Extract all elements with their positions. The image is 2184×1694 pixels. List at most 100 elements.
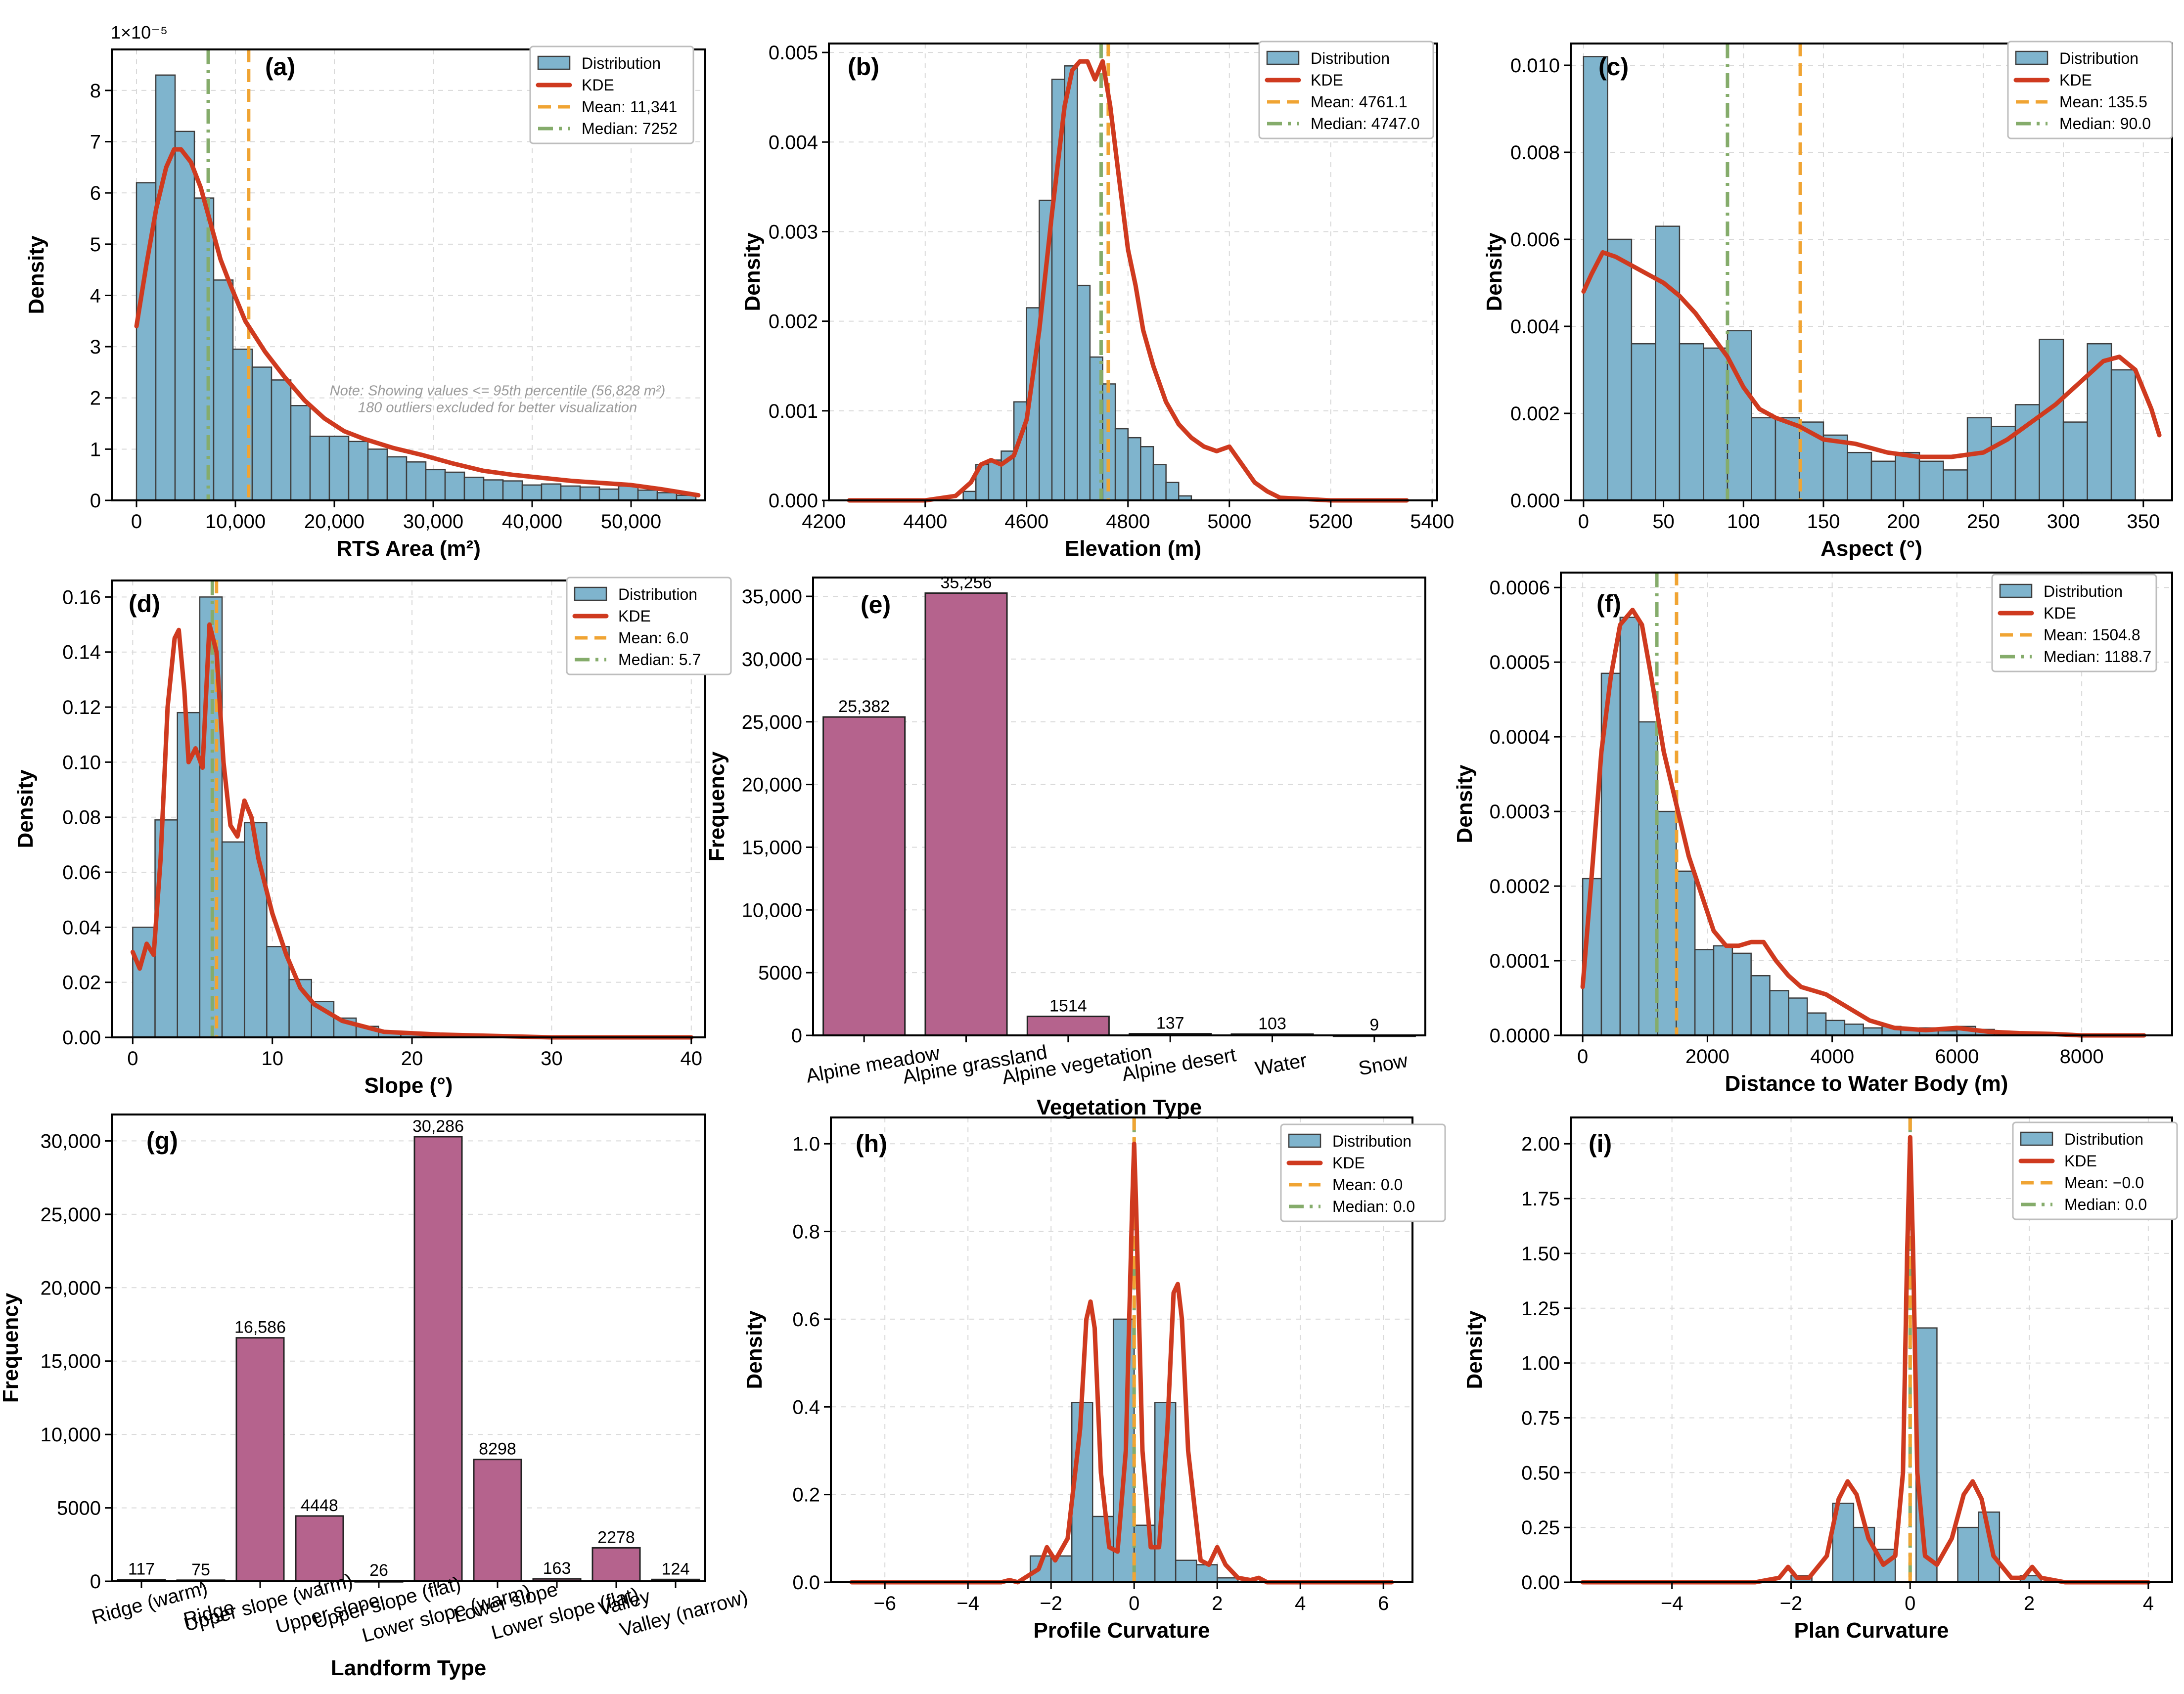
chart-panel-c: 0.000 0.002 0.004 0.006 0.008 0.010 0 50 100 150 2… bbox=[1482, 41, 2173, 561]
bar-value-label: 35,256 bbox=[941, 574, 992, 592]
histogram-bar bbox=[1847, 451, 1872, 501]
histogram-bar bbox=[367, 448, 388, 501]
panel-label: (f) bbox=[1596, 590, 1621, 618]
legend-box bbox=[2007, 41, 2173, 139]
histogram-bar bbox=[502, 480, 523, 501]
legend-entry-kde: KDE bbox=[1332, 1154, 1365, 1172]
panel-label: (b) bbox=[848, 53, 879, 81]
legend: Distribution KDE Mean: 4761.1 Median: 4747.… bbox=[1258, 41, 1434, 139]
y-tick-label: 0.06 bbox=[62, 862, 101, 884]
histogram-bar bbox=[1165, 482, 1180, 501]
legend-entry-mean: Mean: 4761.1 bbox=[1311, 93, 1408, 111]
kde-curve bbox=[1580, 1135, 2151, 1585]
legend-entry-mean: Mean: 0.0 bbox=[1332, 1176, 1403, 1194]
histogram-bar bbox=[155, 74, 176, 501]
histogram-bar bbox=[1966, 417, 1992, 501]
x-tick-label: 6 bbox=[1378, 1593, 1389, 1614]
histogram-bar bbox=[386, 456, 408, 501]
histogram-bar bbox=[444, 471, 465, 501]
y-axis: 0.0000 0.0001 0.0002 0.0003 0.0004 0.0005 0.00… bbox=[1490, 577, 1561, 1047]
y-tick-label: 0.08 bbox=[62, 807, 101, 829]
histogram-bar bbox=[1822, 434, 1848, 501]
histogram-bar bbox=[1751, 417, 1776, 501]
y-axis: 0 5000 10,000 15,000 20,000 25,000 30,000 bbox=[41, 1130, 112, 1593]
kde-curve bbox=[847, 59, 1409, 503]
y-tick-label: 30,000 bbox=[41, 1130, 101, 1152]
y-axis-title: Density bbox=[1453, 764, 1477, 843]
frequency-bar bbox=[473, 1459, 522, 1582]
legend-box bbox=[566, 577, 732, 675]
bar-value-label: 1514 bbox=[1049, 997, 1087, 1016]
x-tick-label: 2 bbox=[2024, 1593, 2035, 1614]
y-tick-label: 3 bbox=[90, 336, 101, 358]
legend-swatch-distribution bbox=[2020, 1131, 2053, 1146]
x-tick-label: 5000 bbox=[1207, 511, 1251, 533]
x-tick-label: 4 bbox=[1295, 1593, 1306, 1614]
histogram-bar bbox=[579, 486, 600, 501]
legend-entry-kde: KDE bbox=[2044, 604, 2076, 622]
x-tick-label: 350 bbox=[2127, 511, 2160, 533]
frequency-bar bbox=[235, 1337, 285, 1582]
histogram-bar bbox=[656, 492, 678, 501]
y-tick-label: 0.00 bbox=[1521, 1572, 1560, 1594]
legend: Distribution KDE Mean: 1504.8 Median: 1188.… bbox=[1991, 574, 2157, 672]
legend-box bbox=[529, 45, 694, 144]
y-tick-label: 0.2 bbox=[792, 1484, 820, 1506]
bar-value-label: 8298 bbox=[479, 1440, 516, 1459]
y-tick-label: 0.04 bbox=[62, 917, 101, 938]
legend-box bbox=[1258, 41, 1434, 139]
chart-panel-a: 0 1 2 3 4 5 6 7 8 0 10,000 20,000 30,000 40,000 50,000… bbox=[24, 22, 706, 561]
x-tick-label: 150 bbox=[1807, 511, 1840, 533]
panel-label: (i) bbox=[1589, 1130, 1612, 1158]
x-tick-label: 10,000 bbox=[205, 511, 266, 533]
histogram-bar bbox=[1703, 347, 1729, 501]
y-tick-label: 10,000 bbox=[742, 899, 802, 921]
x-tick-label: 300 bbox=[2047, 511, 2080, 533]
histogram-bar bbox=[1750, 975, 1771, 1036]
bar-value-label: 117 bbox=[128, 1560, 155, 1579]
y-tick-label: 0.001 bbox=[769, 401, 818, 422]
panel-label: (a) bbox=[265, 53, 295, 81]
histogram-bar bbox=[1657, 810, 1677, 1036]
y-tick-label: 0.006 bbox=[1510, 229, 1560, 251]
y-tick-label: 2 bbox=[90, 388, 101, 409]
y-tick-label: 0 bbox=[791, 1025, 802, 1047]
bar-value-label: 75 bbox=[191, 1560, 210, 1579]
x-axis-title: Aspect (°) bbox=[1820, 536, 1922, 561]
bars: 117 75 16,586 4448 26 30,286 8298 163 2278 124 bbox=[117, 1117, 700, 1583]
legend: Distribution KDE Mean: 0.0 Median: 0.0 bbox=[1280, 1123, 1446, 1222]
legend-entry-kde: KDE bbox=[2064, 1152, 2097, 1170]
histogram-bar bbox=[1077, 284, 1091, 501]
histogram-bar bbox=[1774, 417, 1800, 501]
y-tick-label: 0.008 bbox=[1510, 142, 1560, 164]
histogram-bar bbox=[243, 822, 268, 1038]
histogram-bar bbox=[1195, 1564, 1218, 1583]
y-tick-label: 0.8 bbox=[792, 1221, 820, 1243]
histogram-bar bbox=[1631, 343, 1656, 501]
y-tick-label: 30,000 bbox=[742, 649, 802, 670]
y-tick-label: 0.003 bbox=[769, 221, 818, 243]
x-axis-title: Plan Curvature bbox=[1794, 1618, 1949, 1643]
y-tick-label: 1.75 bbox=[1521, 1188, 1560, 1210]
plot-frame bbox=[1570, 43, 2173, 501]
histogram-bar bbox=[1788, 997, 1808, 1036]
x-axis: 0 10 20 30 40 bbox=[127, 1037, 702, 1070]
y-tick-label: 0 bbox=[90, 490, 101, 512]
y-tick-label: 0.14 bbox=[62, 642, 101, 664]
kde-curve bbox=[134, 147, 701, 498]
x-axis-title: RTS Area (m²) bbox=[336, 536, 481, 561]
legend-entry-distribution: Distribution bbox=[2044, 582, 2123, 600]
bar-value-label: 26 bbox=[369, 1561, 388, 1580]
legend-entry-median: Median: 4747.0 bbox=[1311, 115, 1420, 133]
histogram-bar bbox=[1655, 225, 1681, 501]
x-axis: 0 2000 4000 6000 8000 bbox=[1577, 1035, 2104, 1068]
legend-entry-mean: Mean: 135.5 bbox=[2059, 93, 2147, 111]
x-tick-label: 4400 bbox=[903, 511, 947, 533]
histogram-bar bbox=[1607, 238, 1633, 501]
y-axis: 0.000 0.002 0.004 0.006 0.008 0.010 bbox=[1510, 55, 1571, 512]
bar-value-label: 137 bbox=[1156, 1014, 1184, 1033]
plot-frame bbox=[830, 1116, 1413, 1583]
histogram-bar bbox=[1844, 1024, 1864, 1036]
frequency-bar bbox=[592, 1547, 641, 1582]
y-tick-label: 0.0001 bbox=[1490, 950, 1550, 972]
